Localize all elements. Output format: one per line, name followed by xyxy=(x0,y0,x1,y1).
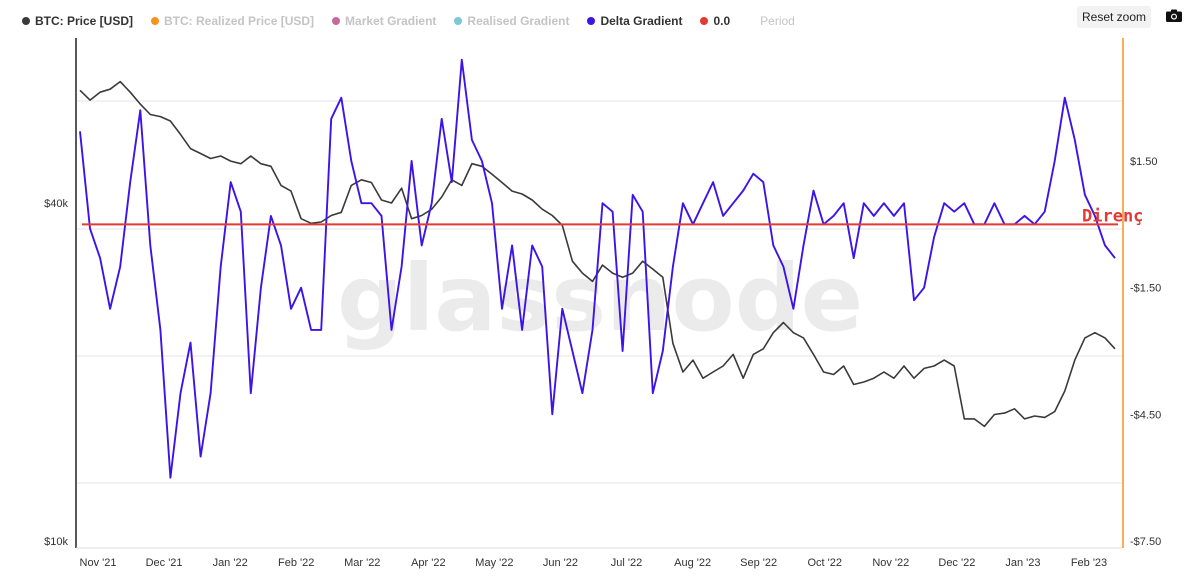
delta-gradient-line xyxy=(79,58,1116,479)
x-axis-tick-label: Jun '22 xyxy=(543,557,578,569)
x-axis-tick-label: Oct '22 xyxy=(807,557,842,569)
left-axis-tick-label: $10k xyxy=(44,536,68,548)
x-axis-tick-label: Jan '23 xyxy=(1005,557,1040,569)
left-axis-tick-label: $40k xyxy=(44,198,68,210)
chart-legend: BTC: Price [USD] BTC: Realized Price [USD… xyxy=(22,12,813,30)
legend-label: BTC: Realized Price [USD] xyxy=(164,14,315,28)
legend-dot xyxy=(332,17,341,25)
legend-item[interactable]: Market Gradient xyxy=(332,14,436,28)
x-axis-tick-label: Feb '22 xyxy=(278,557,314,569)
legend-dot xyxy=(151,17,160,25)
x-axis-tick-label: Sep '22 xyxy=(740,557,777,569)
annotation-label: Direnç xyxy=(1082,206,1143,226)
legend-label: 0.0 xyxy=(713,14,731,28)
legend-dot xyxy=(22,17,30,25)
legend-dot xyxy=(700,17,709,25)
x-axis-tick-label: Dec '21 xyxy=(146,557,183,569)
right-axis-tick-label: $1.50 xyxy=(1130,156,1158,168)
camera-icon[interactable] xyxy=(1166,9,1182,22)
legend-item[interactable]: Delta Gradient xyxy=(587,14,682,28)
legend-item[interactable]: 0.0 xyxy=(700,14,730,28)
right-axis-tick-label: -$1.50 xyxy=(1130,283,1161,295)
legend-label: Delta Gradient xyxy=(600,14,683,28)
x-axis-tick-label: May '22 xyxy=(475,557,513,569)
legend-label: Realised Gradient xyxy=(467,14,570,28)
x-axis-tick-label: Nov '21 xyxy=(80,557,117,569)
x-axis-tick-label: Jul '22 xyxy=(611,557,642,569)
period-selector[interactable]: Period xyxy=(760,14,795,28)
x-axis-tick-label: Mar '22 xyxy=(344,557,380,569)
legend-item[interactable]: BTC: Price [USD] xyxy=(22,14,133,28)
x-axis-tick-label: Dec '22 xyxy=(938,557,975,569)
legend-label: Market Gradient xyxy=(345,14,437,28)
x-axis-tick-label: Apr '22 xyxy=(411,557,446,569)
right-axis-tick-label: -$4.50 xyxy=(1130,409,1161,421)
legend-dot xyxy=(454,17,463,25)
legend-label: BTC: Price [USD] xyxy=(35,14,134,28)
watermark-text: glassnode xyxy=(337,245,863,352)
legend-dot xyxy=(587,17,596,25)
x-axis-tick-label: Nov '22 xyxy=(872,557,909,569)
x-axis-tick-label: Jan '22 xyxy=(213,557,248,569)
right-axis-tick-label: -$7.50 xyxy=(1130,536,1161,548)
legend-item[interactable]: Realised Gradient xyxy=(454,14,569,28)
x-axis-tick-label: Feb '23 xyxy=(1071,557,1107,569)
x-axis-tick-label: Aug '22 xyxy=(674,557,711,569)
reset-zoom-button[interactable]: Reset zoom xyxy=(1077,6,1151,28)
legend-item[interactable]: BTC: Realized Price [USD] xyxy=(151,14,314,28)
